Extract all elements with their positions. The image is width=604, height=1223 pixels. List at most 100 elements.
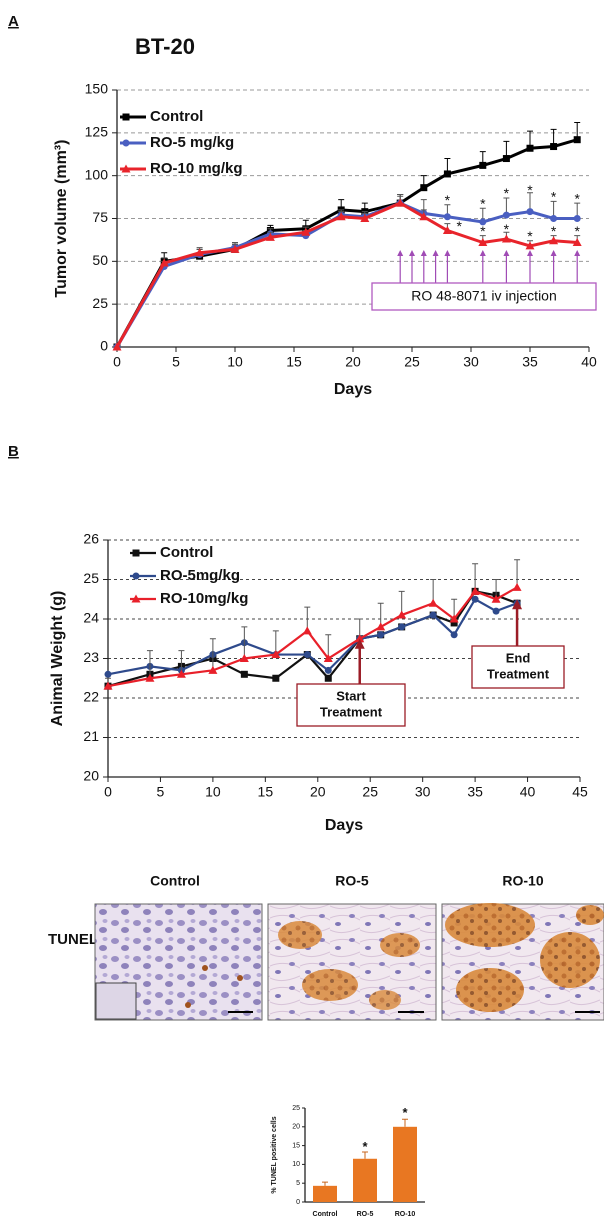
row-label: TUNEL [48, 931, 98, 948]
significance-mark: * [456, 218, 462, 234]
data-point [444, 213, 451, 220]
legend-marker [133, 550, 140, 557]
y-tick-label: 75 [92, 209, 108, 225]
data-point [451, 631, 458, 638]
x-tick-label: 5 [172, 354, 180, 370]
panel-label: A [8, 13, 19, 30]
y-tick-label: 0 [296, 1199, 300, 1206]
significance-mark: * [402, 1105, 408, 1120]
y-tick-label: 10 [292, 1161, 300, 1168]
data-point [272, 675, 279, 682]
y-tick-label: 25 [83, 570, 99, 586]
y-tick-label: 125 [85, 124, 109, 140]
data-point [241, 671, 248, 678]
y-tick-label: 0 [100, 338, 108, 354]
arrow-head [574, 250, 580, 256]
x-tick-label: 45 [572, 784, 588, 800]
arrow-head [444, 250, 450, 256]
x-tick-label: 15 [286, 354, 302, 370]
y-tick-label: 25 [292, 1105, 300, 1112]
x-tick-label: 30 [415, 784, 431, 800]
legend-label: RO-5 mg/kg [150, 134, 234, 151]
significance-mark: * [480, 195, 486, 211]
y-axis-label: % TUNEL positive cells [271, 1116, 278, 1193]
significance-mark: * [551, 189, 557, 205]
y-tick-label: 23 [83, 649, 99, 665]
injection-label: RO 48-8071 iv injection [411, 288, 557, 304]
data-point [513, 583, 522, 591]
arrow-head [397, 250, 403, 256]
arrow-head [409, 250, 415, 256]
x-tick-label: 20 [345, 354, 361, 370]
x-axis-label: Days [334, 381, 372, 398]
data-point [503, 155, 510, 162]
data-point [398, 623, 405, 630]
data-point [430, 612, 437, 619]
data-point [325, 675, 332, 682]
treatment-label: End [506, 650, 531, 665]
significance-mark: * [480, 223, 486, 239]
y-tick-label: 5 [296, 1180, 300, 1187]
legend-marker [133, 573, 140, 580]
treatment-label: Start [336, 688, 366, 703]
legend-label: RO-5mg/kg [160, 567, 240, 584]
micrograph [442, 903, 604, 1020]
y-tick-label: 22 [83, 689, 99, 705]
bar [313, 1186, 337, 1202]
x-tick-label: 30 [463, 354, 479, 370]
error-bar [402, 1119, 408, 1127]
data-point [493, 608, 500, 615]
x-tick-label: 5 [157, 784, 165, 800]
data-point [550, 215, 557, 222]
data-point [420, 184, 427, 191]
y-tick-label: 20 [83, 768, 99, 784]
micrograph [268, 904, 436, 1020]
x-tick-label: 40 [581, 354, 597, 370]
y-tick-label: 15 [292, 1142, 300, 1149]
y-tick-label: 21 [83, 728, 99, 744]
x-tick-label: 35 [522, 354, 538, 370]
legend-label: RO-10mg/kg [160, 590, 248, 607]
y-tick-label: 20 [292, 1124, 300, 1131]
y-tick-label: 24 [83, 610, 99, 626]
y-tick-label: 26 [83, 531, 99, 547]
data-point [325, 667, 332, 674]
significance-mark: * [445, 192, 451, 208]
significance-mark: * [527, 182, 533, 198]
arrow-head [551, 250, 557, 256]
data-point [527, 145, 534, 152]
arrow-head [480, 250, 486, 256]
x-tick-label: 10 [227, 354, 243, 370]
significance-mark: * [574, 190, 580, 206]
arrow-head [433, 250, 439, 256]
arrow-head [527, 250, 533, 256]
y-tick-label: 25 [92, 295, 108, 311]
treatment-label: Treatment [487, 666, 550, 681]
panel-label: B [8, 443, 19, 460]
significance-mark: * [504, 185, 510, 201]
data-point [574, 136, 581, 143]
arrow-head [503, 250, 509, 256]
x-tick-label: 25 [404, 354, 420, 370]
x-tick-label: 20 [310, 784, 326, 800]
y-tick-label: 150 [85, 81, 109, 97]
data-point [377, 631, 384, 638]
x-axis-label: Days [325, 817, 363, 834]
data-point [527, 208, 534, 215]
data-point [376, 622, 385, 630]
treatment-label: Treatment [320, 704, 383, 719]
x-tick-label: 15 [258, 784, 274, 800]
data-point [472, 596, 479, 603]
bar [393, 1127, 417, 1202]
y-axis-label: Animal Weight (g) [49, 591, 66, 727]
micrograph [95, 904, 262, 1020]
y-axis-label: Tumor volume (mm³) [53, 140, 70, 298]
data-point [444, 170, 451, 177]
data-point [503, 212, 510, 219]
data-point [304, 651, 311, 658]
x-tick-label: 25 [362, 784, 378, 800]
data-point [105, 671, 112, 678]
data-point [550, 143, 557, 150]
x-tick-label: 0 [113, 354, 121, 370]
column-label: RO-5 [335, 873, 369, 889]
